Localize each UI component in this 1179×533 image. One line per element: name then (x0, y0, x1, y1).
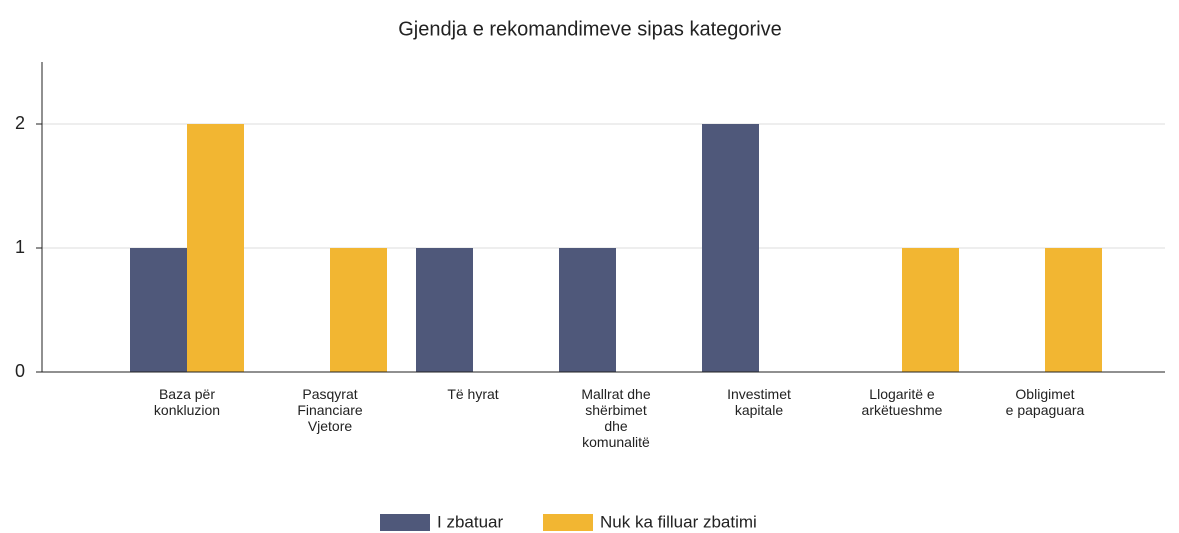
legend-label: Nuk ka filluar zbatimi (600, 512, 757, 531)
legend-swatch (380, 514, 430, 531)
bar (702, 124, 759, 372)
x-tick-label: Mallrat dhe shërbimet dhe komunalitë (581, 386, 651, 450)
bar (902, 248, 959, 372)
bar (130, 248, 187, 372)
x-tick-label: Pasqyrat Financiare Vjetore (297, 386, 363, 434)
legend-swatch (543, 514, 593, 531)
y-tick-label: 2 (15, 113, 25, 133)
x-tick-label: Llogaritë e arkëtueshme (861, 386, 943, 418)
y-tick-label: 1 (15, 237, 25, 257)
x-tick-label: Baza për konkluzion (153, 386, 221, 418)
bar (330, 248, 387, 372)
bar (416, 248, 473, 372)
x-tick-label: Investimet kapitale (727, 386, 791, 418)
bar (1045, 248, 1102, 372)
y-tick-label: 0 (15, 361, 25, 381)
bar (187, 124, 244, 372)
x-tick-label: Të hyrat (447, 386, 499, 402)
chart-title: Gjendja e rekomandimeve sipas kategorive (398, 18, 782, 40)
x-tick-label: Obligimet e papaguara (1005, 386, 1085, 418)
legend-label: I zbatuar (437, 512, 503, 531)
bar (559, 248, 616, 372)
